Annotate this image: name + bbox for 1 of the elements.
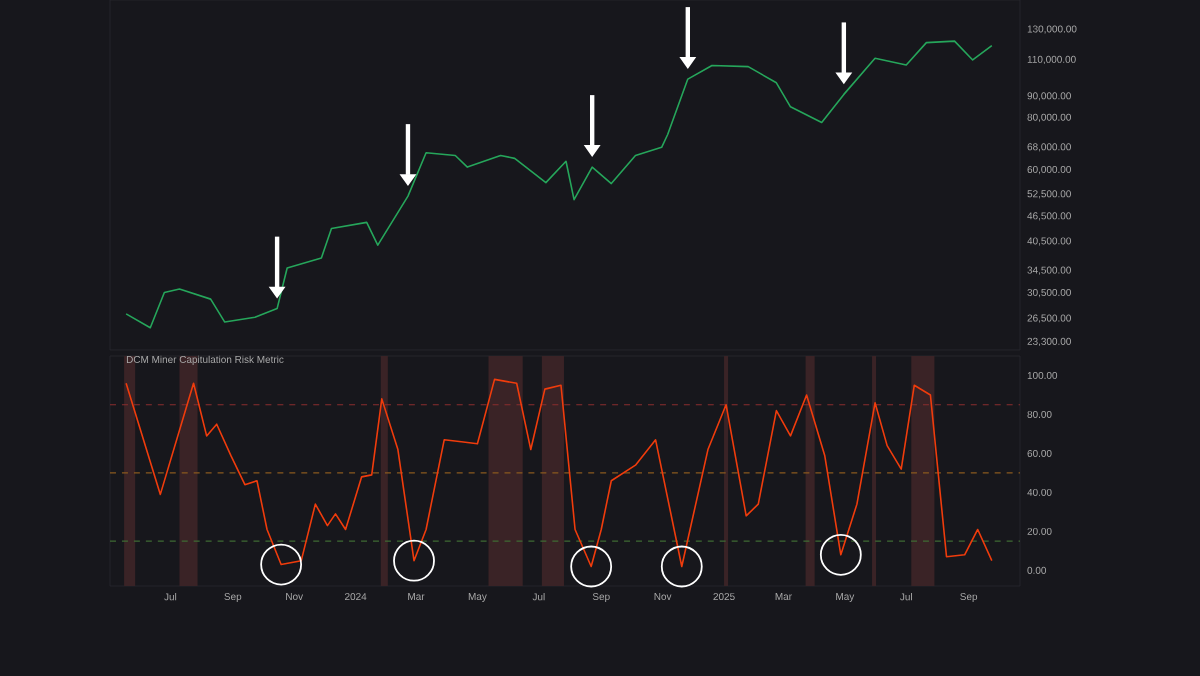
line-series: [125, 40, 993, 329]
